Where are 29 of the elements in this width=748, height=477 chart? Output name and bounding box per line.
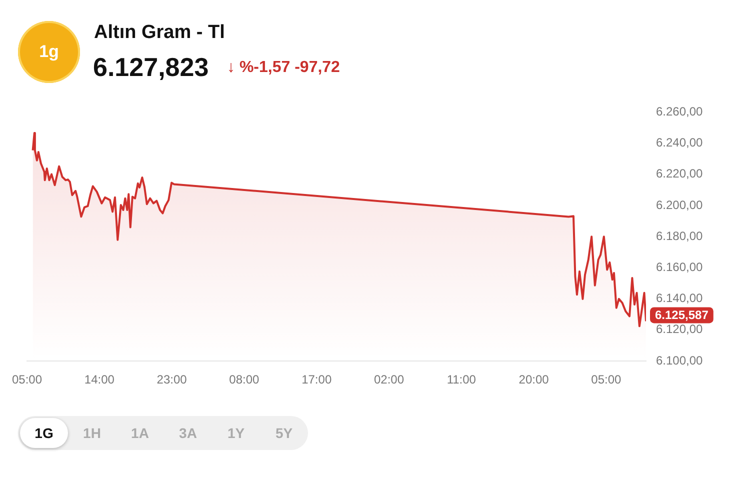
y-tick-label: 6.200,00 <box>656 198 704 212</box>
y-tick-label: 6.260,00 <box>656 104 704 119</box>
chart-title: Altın Gram - Tl <box>94 22 225 44</box>
x-tick-label: 14:00 <box>84 372 115 387</box>
y-tick-label: 6.160,00 <box>656 260 704 274</box>
text: 6.127,823 <box>93 52 209 83</box>
x-tick-label: 11:00 <box>446 372 476 387</box>
y-tick-label: 6.240,00 <box>656 136 704 150</box>
data-label: 6.125,587 <box>655 308 709 322</box>
y-tick-label: 6.120,00 <box>656 322 704 336</box>
x-tick-label: 23:00 <box>156 372 188 387</box>
text: 1G <box>20 418 68 448</box>
x-tick-label: 08:00 <box>229 372 260 387</box>
text: 1A <box>130 424 150 443</box>
text: ↓ %-1,57 -97,72 <box>227 59 340 77</box>
y-tick-label: 6.180,00 <box>656 228 704 243</box>
text: 1H <box>82 424 102 443</box>
text: 3A <box>178 424 198 443</box>
text: 1Y <box>226 424 246 443</box>
y-tick-label: 6.140,00 <box>656 291 704 306</box>
x-tick-label: 05:00 <box>591 372 622 387</box>
x-tick-label: 20:00 <box>518 372 550 387</box>
x-tick-label: 02:00 <box>374 372 404 387</box>
text: 5Y <box>274 424 294 443</box>
y-tick-label: 6.220,00 <box>656 166 704 181</box>
y-tick-label: 6.100,00 <box>656 353 704 368</box>
coin-icon: 1g <box>18 21 80 83</box>
x-tick-label: 17:00 <box>302 372 332 387</box>
x-tick-label: 05:00 <box>12 372 42 387</box>
